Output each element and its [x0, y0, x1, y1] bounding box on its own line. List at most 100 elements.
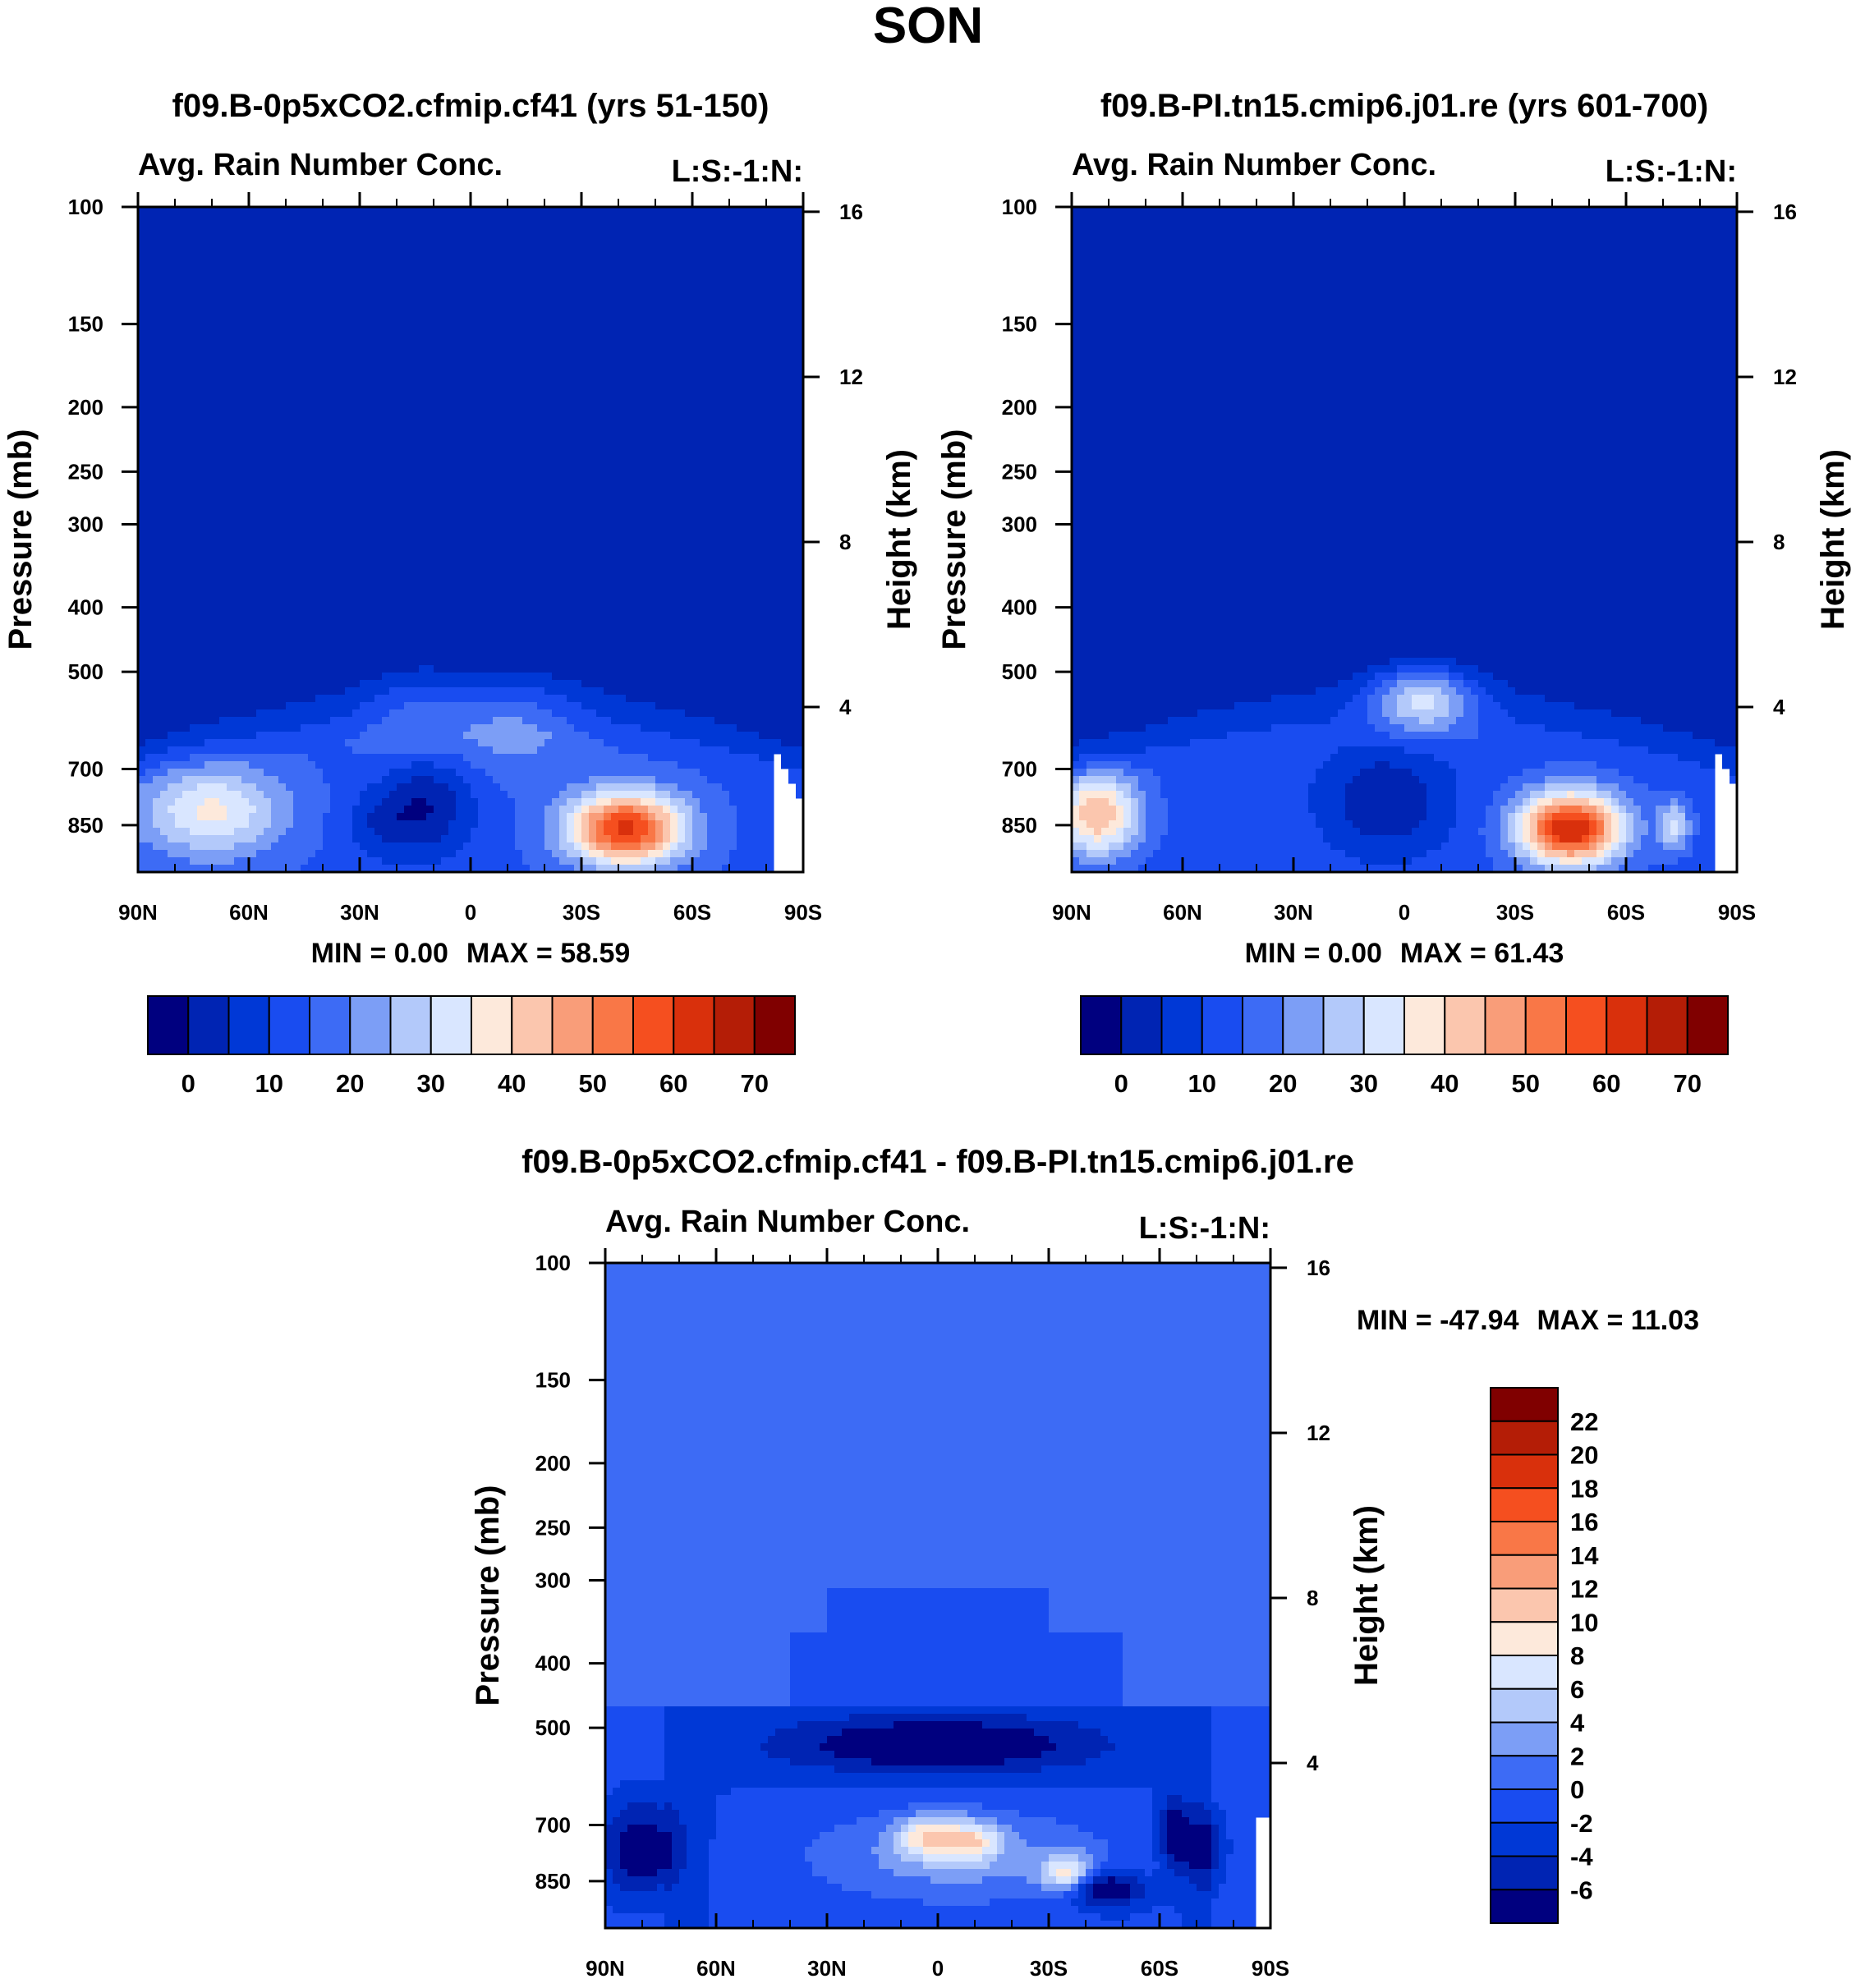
heatmap-cell: [153, 613, 161, 622]
heatmap-cell: [500, 665, 508, 673]
heatmap-cell: [315, 488, 324, 496]
heatmap-cell: [338, 480, 346, 489]
heatmap-cell: [286, 495, 294, 503]
heatmap-cell: [204, 687, 213, 696]
heatmap-cell: [190, 754, 198, 762]
heatmap-cell: [389, 488, 397, 496]
heatmap-cell: [456, 303, 464, 311]
heatmap-cell: [478, 591, 486, 599]
heatmap-cell: [197, 783, 205, 792]
heatmap-cell: [293, 503, 301, 511]
heatmap-cell: [271, 754, 279, 762]
heatmap-cell: [404, 783, 412, 792]
heatmap-cell: [515, 680, 523, 688]
heatmap-cell: [419, 473, 427, 481]
heatmap-cell: [471, 429, 479, 437]
heatmap-cell: [367, 591, 375, 599]
heatmap-cell: [308, 473, 316, 481]
heatmap-cell: [426, 303, 434, 311]
heatmap-cell: [182, 288, 191, 296]
heatmap-cell: [522, 680, 531, 688]
heatmap-cell: [145, 539, 154, 548]
heatmap-cell: [485, 421, 494, 429]
heatmap-cell: [530, 480, 538, 489]
heatmap-cell: [182, 325, 191, 333]
heatmap-cell: [345, 569, 353, 577]
heatmap-cell: [508, 562, 516, 570]
heatmap-cell: [471, 783, 479, 792]
heatmap-cell: [175, 857, 183, 865]
heatmap-cell: [241, 392, 250, 400]
heatmap-cell: [471, 650, 479, 659]
heatmap-cell: [278, 296, 287, 304]
heatmap-cell: [256, 370, 264, 378]
heatmap-cell: [411, 488, 420, 496]
heatmap-cell: [145, 466, 154, 474]
heatmap-cell: [241, 333, 250, 341]
heatmap-cell: [382, 399, 390, 407]
heatmap-cell: [389, 746, 397, 755]
heatmap-cell: [138, 783, 146, 792]
heatmap-cell: [301, 480, 309, 489]
heatmap-cell: [330, 842, 338, 851]
heatmap-cell: [330, 865, 338, 873]
heatmap-cell: [404, 532, 412, 540]
heatmap-cell: [190, 673, 198, 681]
heatmap-cell: [463, 687, 471, 696]
heatmap-cell: [537, 236, 545, 245]
heatmap-cell: [493, 717, 501, 725]
heatmap-cell: [286, 599, 294, 607]
heatmap-cell: [190, 525, 198, 533]
heatmap-cell: [471, 421, 479, 429]
heatmap-cell: [241, 510, 250, 518]
heatmap-cell: [175, 488, 183, 496]
heatmap-cell: [234, 717, 242, 725]
heatmap-cell: [463, 429, 471, 437]
heatmap-cell: [522, 333, 531, 341]
heatmap-cell: [345, 628, 353, 636]
heatmap-cell: [537, 673, 545, 681]
heatmap-cell: [448, 532, 457, 540]
heatmap-cell: [515, 717, 523, 725]
heatmap-cell: [323, 850, 331, 858]
heatmap-cell: [190, 709, 198, 718]
heatmap-cell: [367, 783, 375, 792]
heatmap-cell: [530, 473, 538, 481]
heatmap-cell: [500, 443, 508, 452]
heatmap-cell: [241, 798, 250, 806]
heatmap-cell: [537, 739, 545, 747]
heatmap-cell: [153, 281, 161, 289]
heatmap-cell: [227, 510, 235, 518]
heatmap-cell: [338, 466, 346, 474]
heatmap-cell: [382, 791, 390, 799]
heatmap-cell: [219, 370, 227, 378]
heatmap-cell: [227, 222, 235, 230]
heatmap-cell: [367, 266, 375, 274]
heatmap-cell: [175, 451, 183, 459]
heatmap-cell: [190, 355, 198, 363]
heatmap-cell: [493, 650, 501, 659]
heatmap-cell: [160, 658, 168, 666]
heatmap-cell: [168, 783, 176, 792]
heatmap-cell: [293, 783, 301, 792]
heatmap-cell: [441, 739, 449, 747]
heatmap-cell: [374, 798, 383, 806]
heatmap-cell: [286, 451, 294, 459]
heatmap-cell: [249, 761, 257, 769]
heatmap-cell: [411, 717, 420, 725]
heatmap-cell: [515, 783, 523, 792]
heatmap-cell: [367, 828, 375, 836]
heatmap-cell: [478, 791, 486, 799]
heatmap-cell: [293, 517, 301, 526]
heatmap-cell: [301, 650, 309, 659]
heatmap-cell: [264, 562, 272, 570]
heatmap-cell: [478, 377, 486, 385]
heatmap-cell: [175, 842, 183, 851]
heatmap-cell: [212, 429, 220, 437]
heatmap-cell: [219, 318, 227, 326]
heatmap-cell: [426, 318, 434, 326]
heatmap-cell: [500, 251, 508, 259]
heatmap-cell: [345, 458, 353, 466]
heatmap-cell: [182, 488, 191, 496]
heatmap-cell: [426, 739, 434, 747]
